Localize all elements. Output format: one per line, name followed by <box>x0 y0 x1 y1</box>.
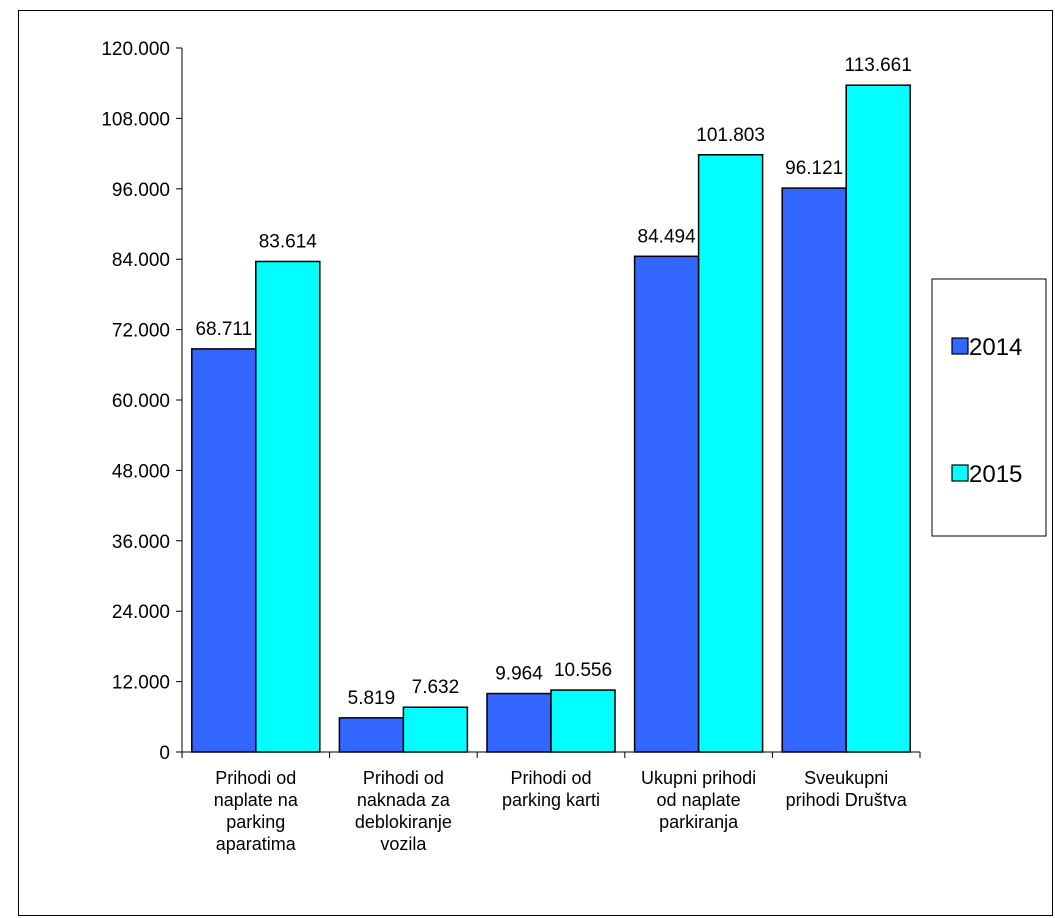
bar-2014 <box>781 187 847 753</box>
bar-2014 <box>191 348 257 753</box>
data-label: 96.121 <box>785 158 843 179</box>
x-category-label-line: Prihodi od <box>215 768 296 788</box>
bar-2015 <box>697 154 764 753</box>
y-tick-label: 36.000 <box>112 532 170 553</box>
legend-swatch-2014 <box>951 337 969 355</box>
data-label: 68.711 <box>195 319 252 340</box>
plot-area: 0 12.000 24.000 36.000 48.000 60.000 72.000 84.… <box>101 39 921 854</box>
data-label: 84.494 <box>638 226 697 247</box>
data-label: 9.964 <box>495 664 543 685</box>
x-category-label-line: Sveukupni <box>804 768 888 788</box>
x-category-label-line: deblokiranje <box>355 812 452 832</box>
y-tick-label: 72.000 <box>112 321 170 342</box>
x-category-label-line: vozila <box>380 834 427 854</box>
x-category-label-line: prihodi Društva <box>786 790 908 810</box>
bar-2015 <box>550 689 616 753</box>
legend-box <box>931 278 1047 537</box>
data-label: 10.556 <box>554 660 612 681</box>
y-tick-label: 0 <box>159 743 170 764</box>
y-tick-label: 84.000 <box>112 250 170 271</box>
x-category-label: Prihodi od parking karti <box>502 768 600 810</box>
x-category-label-line: aparatima <box>216 834 297 854</box>
y-tick-label: 48.000 <box>112 461 170 482</box>
y-tick-label: 96.000 <box>112 180 170 201</box>
x-category-label: Sveukupni prihodi Društva <box>786 768 908 810</box>
x-category-label-line: naknada za <box>357 790 451 810</box>
legend-label-2015: 2015 <box>969 461 1022 488</box>
x-category-label-line: Ukupni prihodi <box>641 768 756 788</box>
bar-2014 <box>486 692 552 753</box>
x-category-label-line: od naplate <box>657 790 741 810</box>
data-label: 101.803 <box>696 125 765 146</box>
x-category-label-line: parking karti <box>502 790 600 810</box>
bar-2014 <box>338 717 405 753</box>
x-category-label-line: parking <box>226 812 285 832</box>
x-category-label-line: Prihodi od <box>510 768 591 788</box>
x-category-label-line: Prihodi od <box>363 768 444 788</box>
legend-label-2014: 2014 <box>969 334 1022 361</box>
x-category-label-line: naplate na <box>214 790 299 810</box>
bar-2014 <box>633 255 700 753</box>
data-label: 113.661 <box>845 55 912 76</box>
x-category-label: Prihodi od naknada za deblokiranje vozila <box>355 768 452 854</box>
y-tick-label: 12.000 <box>112 673 170 694</box>
legend-swatch-2015 <box>951 464 969 482</box>
y-tick-label: 60.000 <box>112 391 170 412</box>
y-tick-label: 24.000 <box>112 602 170 623</box>
y-tick-label: 120.000 <box>101 39 170 60</box>
bar-2015 <box>255 260 321 753</box>
bar-2015 <box>402 706 469 753</box>
data-label: 83.614 <box>259 231 318 252</box>
legend: 2014 2015 <box>931 278 1047 537</box>
bar-2015 <box>845 84 911 753</box>
x-category-label: Ukupni prihodi od naplate parkiranja <box>641 768 756 832</box>
x-category-label-line: parkiranja <box>659 812 739 832</box>
data-label: 5.819 <box>348 688 396 709</box>
y-tick-label: 108.000 <box>101 109 170 130</box>
x-category-label: Prihodi od naplate na parking aparatima <box>214 768 299 854</box>
data-label: 7.632 <box>412 677 460 698</box>
